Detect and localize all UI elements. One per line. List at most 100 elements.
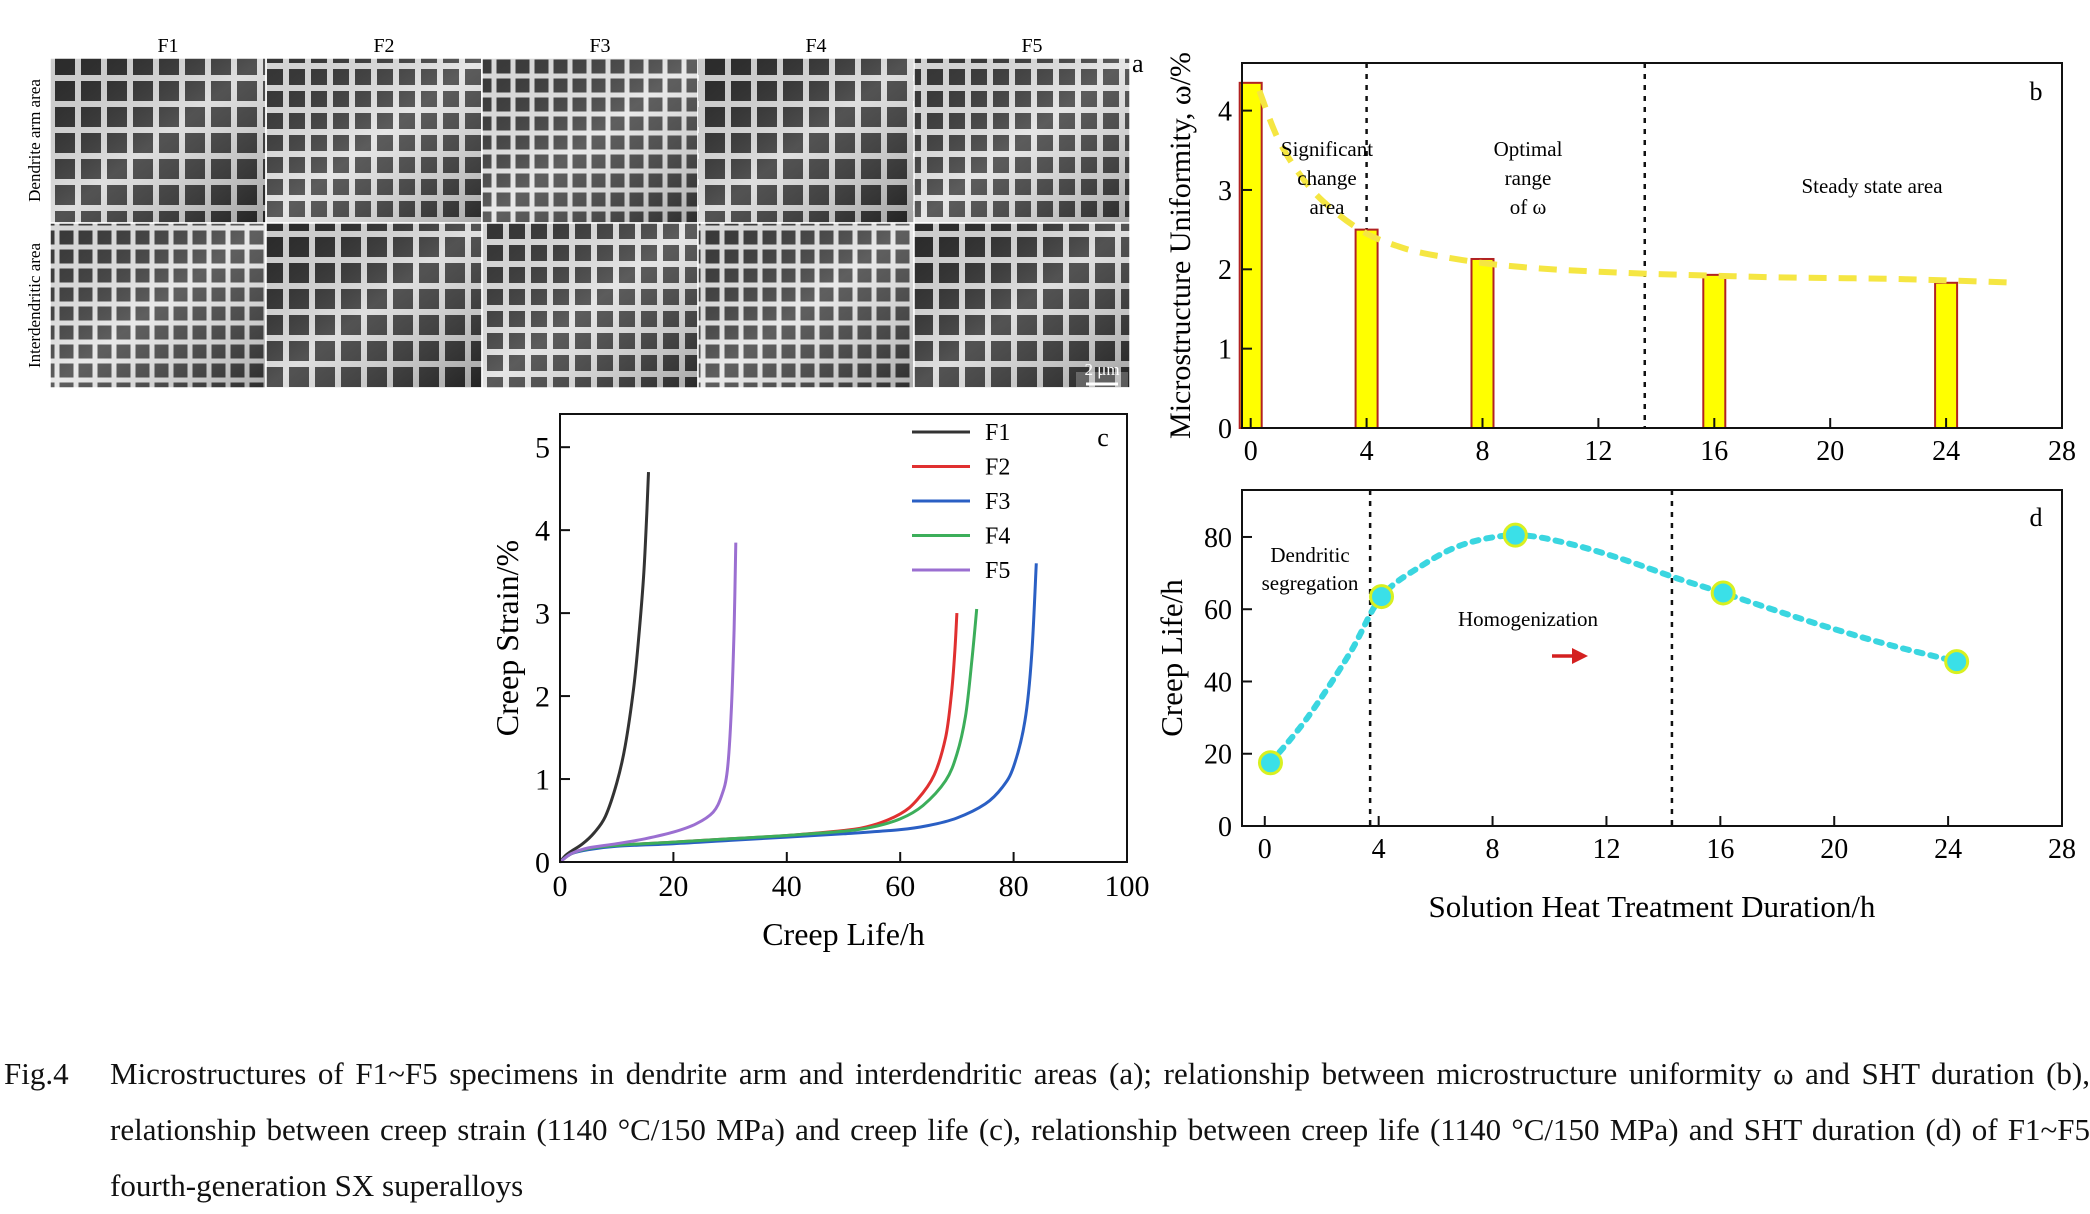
panel-c-y-axis-label: Creep Strain/%: [489, 540, 525, 736]
panel-label-b: b: [2030, 77, 2043, 106]
panel-d-x-axis-label: Solution Heat Treatment Duration/h: [1429, 889, 1876, 924]
stage-annotation-2: Homogenization: [1458, 607, 1598, 631]
data-point-4.1h: [1369, 584, 1395, 610]
creep-curve-f2: [559, 613, 959, 864]
panel-d-y-tick-label: 60: [1204, 595, 1232, 626]
panel-d-x-tick-label: 20: [1820, 834, 1848, 865]
bar-4h: [1354, 228, 1379, 429]
panel-b-plot-frame: [1241, 62, 2063, 429]
panel-d-y-tick-label: 40: [1204, 667, 1232, 698]
micrograph-shading: [914, 223, 1130, 388]
region-label-3: Steady state area: [1801, 174, 1943, 198]
column-label: F3: [589, 35, 610, 57]
micrograph-shading: [482, 223, 698, 388]
chart-panel-d: 0 4 8 12 16 20 24 28 0 20 40 60 80 Solution Heat Trea…: [1154, 489, 2076, 924]
micrograph-shading: [266, 58, 482, 223]
caption-label: Fig.4: [4, 1056, 69, 1091]
chart-panel-c: 0 20 40 60 80 100 0 1 2 3 4 5 Creep Life/h Creep Stra…: [489, 413, 1150, 952]
column-label: F4: [805, 35, 826, 57]
data-point-16.1h: [1710, 580, 1736, 606]
panel-c-y-tick-label: 1: [535, 764, 550, 797]
data-point-24.3h: [1944, 649, 1970, 675]
panel-c-x-tick-label: 20: [658, 870, 688, 903]
panel-d-y-tick-label: 0: [1218, 812, 1232, 843]
panel-d-x-tick-label: 24: [1934, 834, 1962, 865]
micrograph-panel-a: F1 F2 F3 F4 F5 Dendrite arm area Interdendriti…: [25, 35, 1144, 392]
panel-d-x-tick-label: 28: [2048, 834, 2076, 865]
bar-8h: [1470, 257, 1495, 429]
panel-d-x-tick-label: 12: [1592, 834, 1620, 865]
panel-b-x-tick-label: 8: [1475, 436, 1489, 467]
micrograph-border: [913, 222, 1131, 389]
panel-label-c: c: [1097, 423, 1109, 452]
stage-annotation-1: segregation: [1262, 571, 1359, 595]
creep-life-trend-curve: [1267, 532, 1960, 766]
stage-annotation-1: Dendritic: [1270, 543, 1349, 567]
column-label: F2: [373, 35, 394, 57]
panel-b-x-tick-label: 16: [1700, 436, 1728, 467]
micrograph-shading: [698, 58, 914, 223]
region-label-2: Optimal: [1494, 137, 1563, 161]
panel-label-a: a: [1132, 49, 1144, 78]
panel-b-x-tick-label: 4: [1360, 436, 1374, 467]
column-label: F5: [1021, 35, 1042, 57]
data-point-8.8h: [1502, 522, 1528, 548]
panel-b-x-tick-label: 0: [1244, 436, 1258, 467]
row-label: Interdendritic area: [25, 243, 44, 369]
region-label-2: of ω: [1510, 195, 1547, 219]
panel-d-x-tick-label: 8: [1486, 834, 1500, 865]
panel-b-y-axis-label: Microstructure Uniformity, ω/%: [1164, 52, 1197, 439]
panel-b-x-tick-label: 24: [1932, 436, 1960, 467]
panel-c-y-tick-label: 2: [535, 681, 550, 714]
panel-b-y-tick-label: 4: [1218, 96, 1232, 127]
panel-c-x-tick-label: 80: [999, 870, 1029, 903]
panel-b-x-tick-label: 20: [1816, 436, 1844, 467]
panel-d-x-tick-label: 4: [1372, 834, 1386, 865]
panel-d-x-tick-label: 0: [1258, 834, 1272, 865]
panel-d-x-tick-label: 16: [1706, 834, 1734, 865]
panel-b-x-tick-label: 28: [2048, 436, 2076, 467]
figure-canvas: F1 F2 F3 F4 F5 Dendrite arm area Interdendriti…: [25, 35, 2076, 952]
legend-label-f4: F4: [985, 524, 1010, 550]
panel-d-plot-frame: [1241, 489, 2063, 827]
bar-16h: [1702, 273, 1727, 430]
panel-c-x-tick-label: 100: [1105, 870, 1150, 903]
micrograph-shading: [50, 223, 266, 388]
uniformity-trend-curve: [1256, 89, 2019, 286]
panel-d-y-tick-label: 80: [1204, 523, 1232, 554]
legend-label-f5: F5: [985, 558, 1010, 584]
scale-bar-label: 2 μm: [1084, 360, 1119, 379]
micrograph-shading: [698, 223, 914, 388]
micrograph-shading: [914, 58, 1130, 223]
region-label-1: change: [1297, 166, 1356, 190]
micrograph-shading: [266, 223, 482, 388]
legend-label-f3: F3: [985, 489, 1010, 515]
scale-bar-backdrop: [1076, 372, 1128, 392]
caption-text: Microstructures of F1~F5 specimens in de…: [110, 1056, 2090, 1203]
panel-b-y-tick-label: 0: [1218, 414, 1232, 445]
legend-label-f1: F1: [985, 420, 1010, 446]
creep-curve-f1: [558, 472, 650, 863]
panel-c-y-tick-label: 0: [535, 847, 550, 880]
panel-d-y-tick-label: 20: [1204, 740, 1232, 771]
panel-label-d: d: [2030, 503, 2043, 532]
panel-b-y-tick-label: 2: [1218, 255, 1232, 286]
region-label-2: range: [1505, 166, 1552, 190]
panel-b-y-tick-label: 3: [1218, 176, 1232, 207]
creep-curve-f4: [559, 608, 979, 864]
panel-b-y-tick-label: 1: [1218, 334, 1232, 365]
figure-caption: Fig.4 Microstructures of F1~F5 specimens…: [0, 1046, 2090, 1214]
panel-c-plot-frame: [559, 413, 1128, 863]
panel-c-y-tick-label: 5: [535, 432, 550, 465]
column-label: F1: [157, 35, 178, 57]
panel-c-y-tick-label: 3: [535, 598, 550, 631]
legend-label-f2: F2: [985, 455, 1010, 481]
panel-c-x-tick-label: 0: [553, 870, 568, 903]
micrograph-shading: [50, 58, 266, 223]
panel-c-x-tick-label: 60: [885, 870, 915, 903]
panel-b-x-tick-label: 12: [1584, 436, 1612, 467]
panel-c-y-tick-label: 4: [535, 515, 550, 548]
micrograph-shading: [482, 58, 698, 223]
panel-c-x-tick-label: 40: [772, 870, 802, 903]
